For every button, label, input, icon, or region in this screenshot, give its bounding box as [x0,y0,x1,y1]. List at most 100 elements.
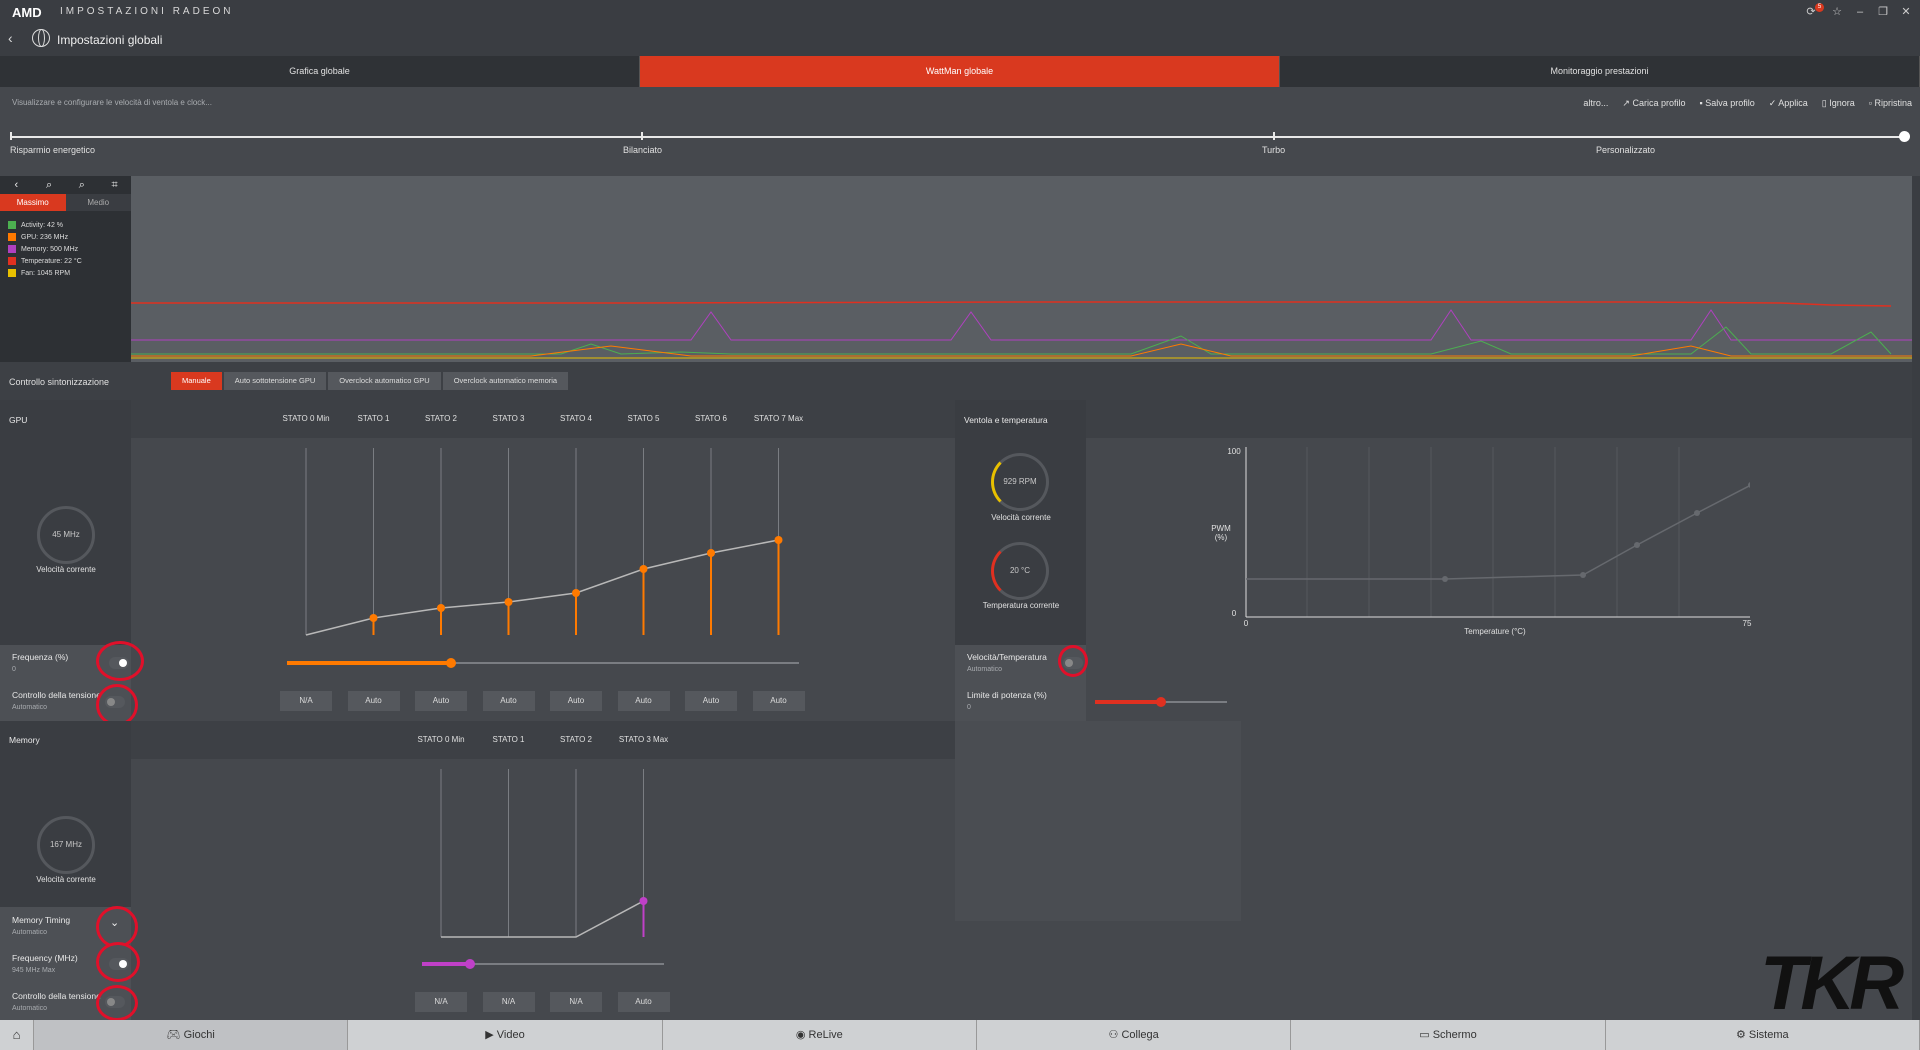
legend-item[interactable]: Activity: 42 % [8,219,82,231]
checkbox-icon[interactable] [8,245,16,253]
gpu-speed-gauge [37,506,95,564]
gpu-volt-box[interactable]: Auto [617,691,670,711]
memory-state-label: STATO 2 [559,735,592,744]
update-icon[interactable]: ⟳ [1806,6,1816,18]
fan-chart-xright: 75 [1742,619,1752,628]
fan-title-cell [955,400,1086,438]
zoom-in-icon[interactable]: ⌕ [46,179,53,191]
temperature-label: Temperatura corrente [982,601,1060,610]
legend-item[interactable]: Memory: 500 MHz [8,243,82,255]
restore-icon[interactable]: ❐ [1878,6,1888,18]
apply-label: Applica [1778,98,1808,108]
manual-button[interactable]: Manuale [171,372,222,390]
back-icon[interactable]: ‹ [8,30,13,46]
gpu-state-label: STATO 2 [424,414,457,423]
star-icon[interactable]: ☆ [1832,6,1842,18]
auto-undervolt-button[interactable]: Auto sottotensione GPU [223,372,327,390]
connect-icon: ⚇ [1108,1029,1122,1041]
memory-volt-box[interactable]: N/A [415,992,467,1012]
gpu-volt-box[interactable]: Auto [685,691,737,711]
more-button[interactable]: altro... [1583,98,1609,108]
tab-wattman-globale[interactable]: WattMan globale [640,56,1280,87]
legend-item[interactable]: GPU: 236 MHz [8,231,82,243]
gpu-freq-label: Frequenza (%) [12,652,69,662]
memory-volt-box[interactable]: Auto [617,992,670,1012]
checkbox-icon[interactable] [8,221,16,229]
gpu-volt-box[interactable]: Auto [550,691,602,711]
legend-label: Activity: 42 % [21,221,64,229]
fan-chart-xlabel: Temperature (°C) [1464,627,1526,636]
nav-label: Collega [1121,1029,1159,1041]
power-limit-knob[interactable] [1156,697,1166,707]
fan-curve-chart [1245,447,1750,618]
tab-monitoraggio[interactable]: Monitoraggio prestazioni [1280,56,1920,87]
action-bar: altro... ↗ Carica profilo ▪ Salva profil… [1583,98,1912,109]
profile-personalizzato[interactable]: Personalizzato [1596,145,1656,155]
memory-volt-box[interactable]: N/A [550,992,602,1012]
checkbox-icon[interactable] [8,257,16,265]
nav-label: ReLive [808,1029,843,1041]
legend-item[interactable]: Temperature: 22 °C [8,255,82,267]
legend-item[interactable]: Fan: 1045 RPM [8,267,82,279]
empty-area [1241,721,1920,961]
gpu-state-point [504,598,513,606]
gpu-freq-slider[interactable] [287,662,799,664]
profile-bilanciato[interactable]: Bilanciato [623,145,663,155]
relive-icon: ◉ [795,1029,809,1041]
minimize-icon[interactable]: – [1856,6,1864,18]
nav-collega[interactable]: ⚇ Collega [977,1020,1292,1050]
power-limit-value: 0 [967,704,971,711]
memory-freq-knob[interactable] [465,959,476,969]
gpu-state-line [305,539,779,636]
memory-speed-value: 167 MHz [49,840,82,849]
nav-sistema[interactable]: ⚙ Sistema [1606,1020,1920,1050]
checkbox-icon[interactable] [8,233,16,241]
fan-chart-ylabel: PWM (%) [1211,524,1231,542]
nav-relive[interactable]: ◉ ReLive [663,1020,977,1050]
back-icon[interactable]: ‹ [14,179,19,191]
mode-medio[interactable]: Medio [65,194,131,211]
profile-turbo[interactable]: Turbo [1262,145,1286,155]
ignore-icon: ▯ [1821,98,1830,108]
gpu-freq-knob[interactable] [445,658,456,668]
profile-slider-track[interactable] [10,136,1908,138]
gpu-volt-box[interactable]: Auto [347,691,400,711]
home-icon[interactable]: ⌂ [0,1020,34,1050]
profile-risparmio[interactable]: Risparmio energetico [10,145,96,155]
crop-icon[interactable]: ⌗ [111,179,118,191]
play-icon: ▶ [485,1029,497,1041]
memory-freq-slider[interactable] [422,963,664,965]
gpu-volt-box[interactable]: N/A [280,691,332,711]
auto-oc-gpu-button[interactable]: Overclock automatico GPU [328,372,441,390]
checkbox-icon[interactable] [8,269,16,277]
memory-header [0,721,955,759]
gpu-volt-box[interactable]: Auto [482,691,535,711]
zoom-out-icon[interactable]: ⌕ [78,179,85,191]
scrollbar[interactable] [1912,176,1920,1020]
tab-grafica-globale[interactable]: Grafica globale [0,56,640,87]
gpu-volt-value: Automatico [12,704,48,711]
memory-volt-box[interactable]: N/A [482,992,535,1012]
reset-button[interactable]: ▫ Ripristina [1869,98,1912,109]
fan-chart-ytop: 100 [1227,447,1241,456]
auto-oc-memory-button[interactable]: Overclock automatico memoria [442,372,569,390]
mode-massimo[interactable]: Massimo [0,194,66,211]
gpu-state-point [639,565,648,573]
gpu-volt-box[interactable]: Auto [752,691,805,711]
memory-state-label: STATO 3 Max [618,735,669,744]
ignore-button[interactable]: ▯ Ignora [1822,98,1855,109]
close-icon[interactable]: ✕ [1901,6,1911,18]
profile-slider-knob[interactable] [1899,131,1910,142]
update-badge: 5 [1815,3,1824,12]
load-profile-button[interactable]: ↗ Carica profilo [1622,98,1685,109]
amd-logo: AMD [12,5,42,20]
nav-giochi[interactable]: 🎮︎ Giochi [34,1020,349,1050]
nav-video[interactable]: ▶ Video [348,1020,663,1050]
nav-schermo[interactable]: ▭ Schermo [1291,1020,1606,1050]
memory-state-point [639,897,648,905]
save-profile-button[interactable]: ▪ Salva profilo [1699,98,1754,109]
gpu-volt-box[interactable]: Auto [415,691,467,711]
legend-label: Memory: 500 MHz [21,245,79,253]
apply-button[interactable]: ✓ Applica [1769,98,1808,109]
gpu-state-label: STATO 5 [627,414,660,423]
